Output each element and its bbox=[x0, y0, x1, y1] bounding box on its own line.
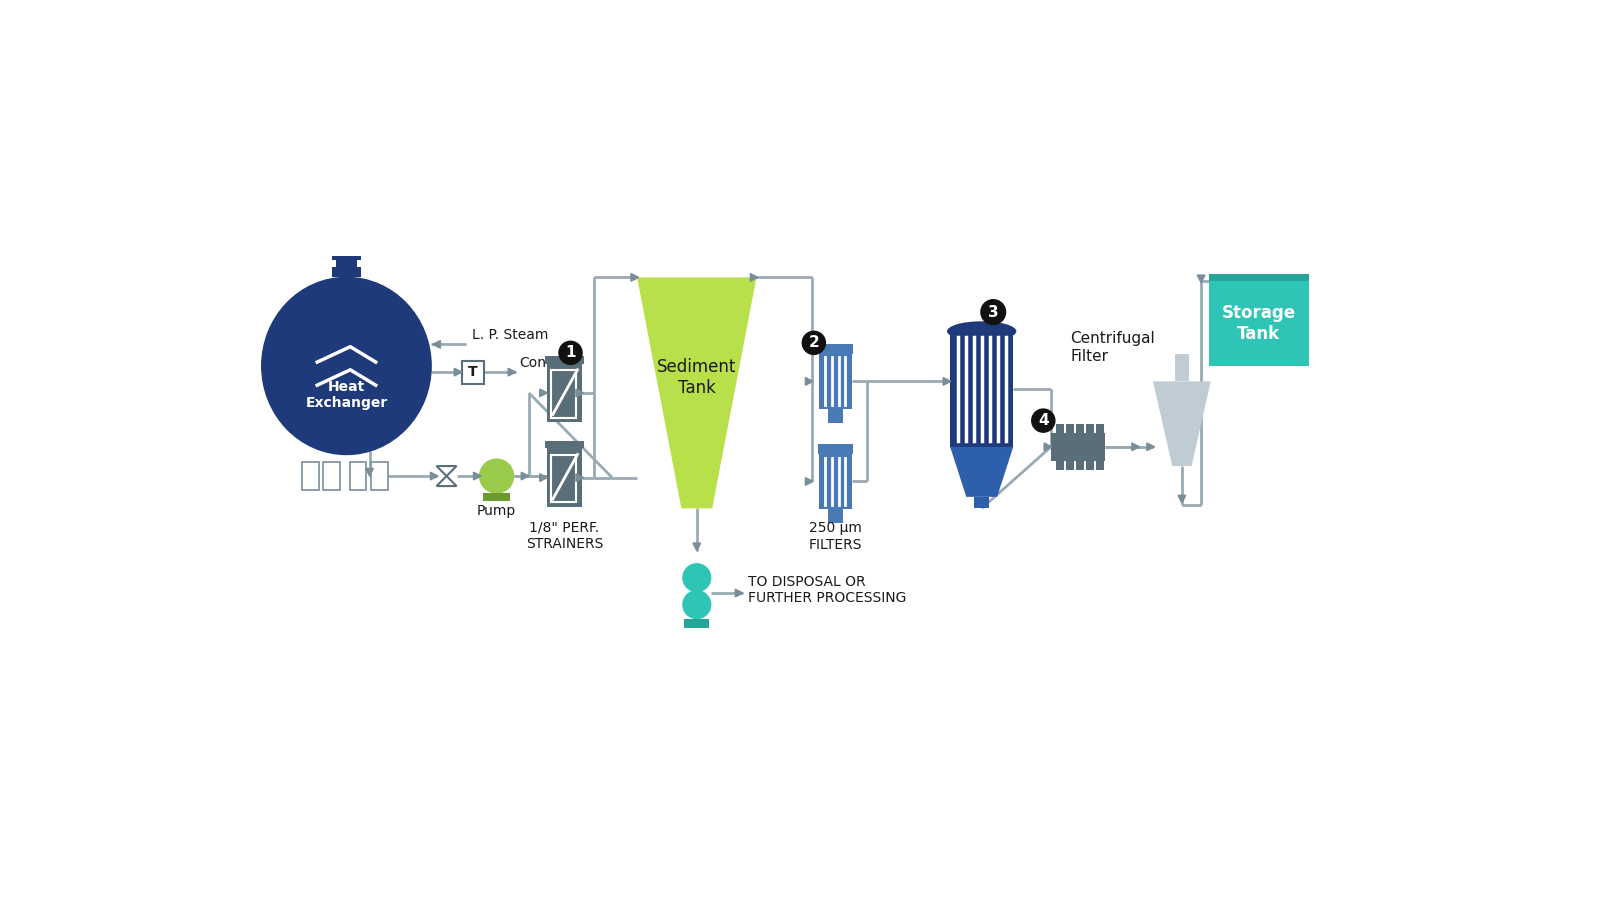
Polygon shape bbox=[432, 340, 440, 348]
Polygon shape bbox=[509, 368, 515, 376]
Bar bbox=[1056, 461, 1064, 470]
Bar bbox=[818, 445, 853, 454]
Circle shape bbox=[480, 459, 514, 493]
Polygon shape bbox=[950, 446, 1013, 497]
Polygon shape bbox=[1045, 443, 1051, 451]
Bar bbox=[974, 497, 989, 508]
Polygon shape bbox=[1154, 382, 1211, 466]
Polygon shape bbox=[437, 466, 456, 476]
Text: 4: 4 bbox=[1038, 413, 1048, 428]
Bar bbox=[349, 463, 366, 490]
Bar bbox=[1086, 424, 1094, 433]
Bar bbox=[462, 361, 483, 383]
Text: 1: 1 bbox=[565, 346, 576, 360]
Polygon shape bbox=[366, 468, 373, 476]
Bar bbox=[547, 364, 582, 422]
Bar bbox=[1077, 424, 1085, 433]
Bar bbox=[1056, 424, 1064, 433]
Polygon shape bbox=[944, 377, 950, 385]
Text: TO DISPOSAL OR
FURTHER PROCESSING: TO DISPOSAL OR FURTHER PROCESSING bbox=[747, 575, 906, 605]
Text: T: T bbox=[467, 365, 477, 379]
Bar bbox=[323, 463, 341, 490]
Polygon shape bbox=[1147, 443, 1155, 451]
Polygon shape bbox=[1197, 275, 1205, 283]
Circle shape bbox=[683, 590, 710, 618]
Bar bbox=[819, 354, 851, 410]
Bar bbox=[336, 260, 357, 266]
Polygon shape bbox=[576, 389, 584, 397]
Polygon shape bbox=[637, 277, 757, 508]
Polygon shape bbox=[539, 389, 547, 397]
Bar bbox=[1096, 424, 1104, 433]
Bar bbox=[552, 370, 576, 418]
Bar bbox=[1086, 461, 1094, 470]
Bar bbox=[1077, 461, 1085, 470]
Polygon shape bbox=[474, 472, 482, 480]
Bar bbox=[546, 441, 584, 448]
Polygon shape bbox=[454, 368, 462, 376]
Text: Centrifugal
Filter: Centrifugal Filter bbox=[1070, 331, 1155, 364]
Text: 250 μm
FILTERS: 250 μm FILTERS bbox=[808, 521, 862, 552]
Bar bbox=[827, 410, 843, 423]
Polygon shape bbox=[1131, 443, 1139, 451]
Text: Pump: Pump bbox=[477, 504, 517, 518]
Ellipse shape bbox=[947, 321, 1016, 341]
Bar bbox=[819, 454, 851, 509]
Circle shape bbox=[1032, 410, 1054, 432]
Polygon shape bbox=[750, 274, 758, 281]
Bar bbox=[547, 448, 582, 507]
Bar bbox=[1096, 461, 1104, 470]
Bar bbox=[1051, 433, 1106, 461]
Text: Cond.: Cond. bbox=[518, 356, 558, 370]
Bar bbox=[685, 618, 709, 628]
Text: 1/8" PERF.
STRAINERS: 1/8" PERF. STRAINERS bbox=[526, 521, 603, 551]
Polygon shape bbox=[736, 590, 742, 597]
Circle shape bbox=[802, 331, 826, 355]
Bar bbox=[331, 266, 362, 277]
Text: 3: 3 bbox=[987, 304, 998, 320]
Ellipse shape bbox=[262, 277, 430, 454]
Bar bbox=[546, 356, 584, 364]
Polygon shape bbox=[430, 472, 438, 480]
Text: Storage
Tank: Storage Tank bbox=[1222, 304, 1296, 343]
Bar bbox=[371, 463, 389, 490]
Polygon shape bbox=[805, 478, 813, 485]
Bar bbox=[1067, 461, 1074, 470]
Bar bbox=[483, 493, 510, 500]
Bar bbox=[1210, 281, 1309, 366]
Circle shape bbox=[981, 300, 1005, 324]
Bar bbox=[827, 509, 843, 523]
Text: 2: 2 bbox=[808, 336, 819, 350]
Bar bbox=[552, 454, 576, 502]
Text: L. P. Steam: L. P. Steam bbox=[472, 328, 549, 342]
Bar bbox=[302, 463, 318, 490]
Polygon shape bbox=[693, 543, 701, 551]
Bar bbox=[818, 345, 853, 354]
Polygon shape bbox=[437, 476, 456, 486]
Circle shape bbox=[683, 563, 710, 591]
Bar bbox=[1067, 424, 1074, 433]
Polygon shape bbox=[630, 274, 638, 281]
Text: Heat
Exchanger: Heat Exchanger bbox=[306, 380, 387, 410]
Circle shape bbox=[558, 341, 582, 365]
Polygon shape bbox=[539, 473, 547, 482]
Polygon shape bbox=[576, 473, 584, 482]
Text: Sediment
Tank: Sediment Tank bbox=[658, 358, 736, 397]
Bar bbox=[331, 256, 362, 260]
Bar bbox=[1210, 274, 1309, 281]
Bar bbox=[950, 331, 1013, 446]
Polygon shape bbox=[1178, 495, 1186, 503]
Polygon shape bbox=[805, 377, 813, 385]
Polygon shape bbox=[522, 472, 530, 480]
